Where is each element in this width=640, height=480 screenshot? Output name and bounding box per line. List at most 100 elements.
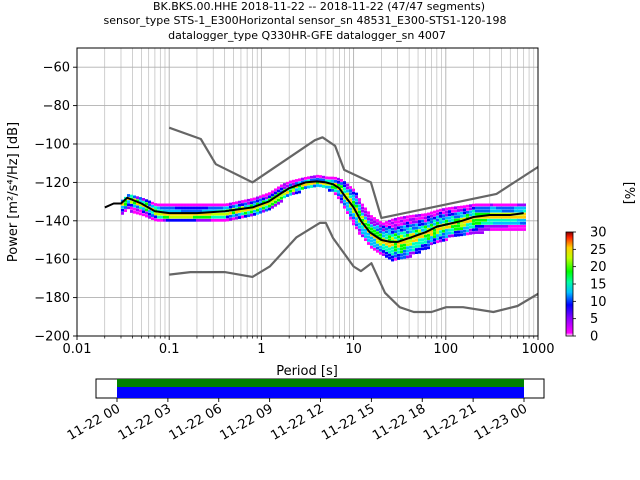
histogram-cell [435,212,439,216]
histogram-cell [252,206,256,210]
histogram-cell [420,247,424,251]
histogram-cell [372,241,376,245]
histogram-cell [405,218,409,222]
histogram-cell [150,204,154,208]
histogram-cell [447,210,451,213]
colorbar-tick-label: 5 [590,312,598,327]
histogram-cell [321,178,325,182]
histogram-cell [441,226,445,230]
histogram-cell [405,224,409,228]
histogram-cell [354,198,358,202]
histogram-cell [354,201,358,205]
histogram-cell [156,206,160,210]
histogram-cell [282,192,286,196]
histogram-cell [420,244,424,248]
histogram-cell [477,203,481,207]
histogram-cell [189,206,193,210]
title-line-3: datalogger_type Q330HR-GFE datalogger_sn… [168,29,446,42]
histogram-cell [243,208,247,212]
histogram-cell [471,203,475,207]
histogram-cell [369,233,373,237]
histogram-cell [384,236,388,240]
histogram-cell [159,203,163,207]
histogram-cell [378,236,382,240]
histogram-cell [351,200,355,204]
histogram-cell [450,228,454,232]
histogram-cell [486,225,490,228]
histogram-cell [513,206,517,210]
colorbar-label: [%] [621,182,636,205]
histogram-cell [204,218,208,222]
nhnm-curve [168,126,538,219]
histogram-cell [438,230,442,234]
histogram-cell [468,207,472,211]
histogram-cell [159,209,163,213]
histogram-cell [264,199,268,203]
histogram-cell [519,215,523,219]
histogram-cell [468,213,472,217]
histogram-cell [351,197,355,201]
histogram-cell [423,222,427,226]
histogram-cell [144,214,148,218]
histogram-cell [402,234,406,238]
histogram-cell [348,210,352,214]
histogram-cell [375,222,379,226]
x-tick-label: 1000 [521,342,554,357]
histogram-cell [453,234,457,237]
histogram-cell [462,226,466,230]
histogram-cell [141,213,145,217]
histogram-cell [264,196,268,200]
histogram-cell [411,233,415,236]
histogram-cell [423,244,427,247]
histogram-cell [366,239,370,242]
histogram-cell [354,192,358,196]
histogram-cell [285,184,289,188]
histogram-cell [168,215,172,219]
histogram-cell [483,215,487,219]
histogram-cell [456,233,460,237]
histogram-cell [177,206,181,210]
histogram-cell [402,219,406,222]
histogram-cell [366,232,370,236]
histogram-cell [468,210,472,214]
histogram-cell [393,220,397,224]
histogram-cell [393,224,397,227]
histogram-cell [216,212,220,216]
histogram-cell [174,215,178,219]
histogram-cell [339,185,343,188]
histogram-cell [480,215,484,219]
histogram-cell [411,226,415,230]
histogram-cell [267,201,271,205]
histogram-cell [444,229,448,232]
histogram-cell [420,222,424,226]
histogram-cell [486,218,490,222]
histogram-cell [282,183,286,186]
histogram-cell [432,235,436,238]
histogram-cell [126,203,130,207]
histogram-cell [378,245,382,249]
histogram-cell [435,228,439,231]
histogram-cell [390,249,394,253]
histogram-cell [519,203,523,207]
histogram-cell [261,197,265,201]
histogram-cell [384,230,388,234]
histogram-cell [180,209,184,213]
histogram-cell [294,188,298,192]
histogram-cell [270,205,274,209]
histogram-cell [237,203,241,207]
histogram-cell [420,213,424,217]
histogram-cell [147,203,151,207]
histogram-cell [270,193,274,197]
histogram-cell [516,221,520,225]
mean-curve [104,180,524,243]
histogram-cell [345,208,349,211]
histogram-cell [339,194,343,198]
histogram-cell [477,231,481,234]
histogram-cell [180,212,184,216]
histogram-cell [426,246,430,250]
histogram-cell [219,215,223,219]
histogram-cell [351,219,355,223]
histogram-cell [414,214,418,218]
histogram-cell [360,209,364,213]
histogram-cell [417,241,421,245]
